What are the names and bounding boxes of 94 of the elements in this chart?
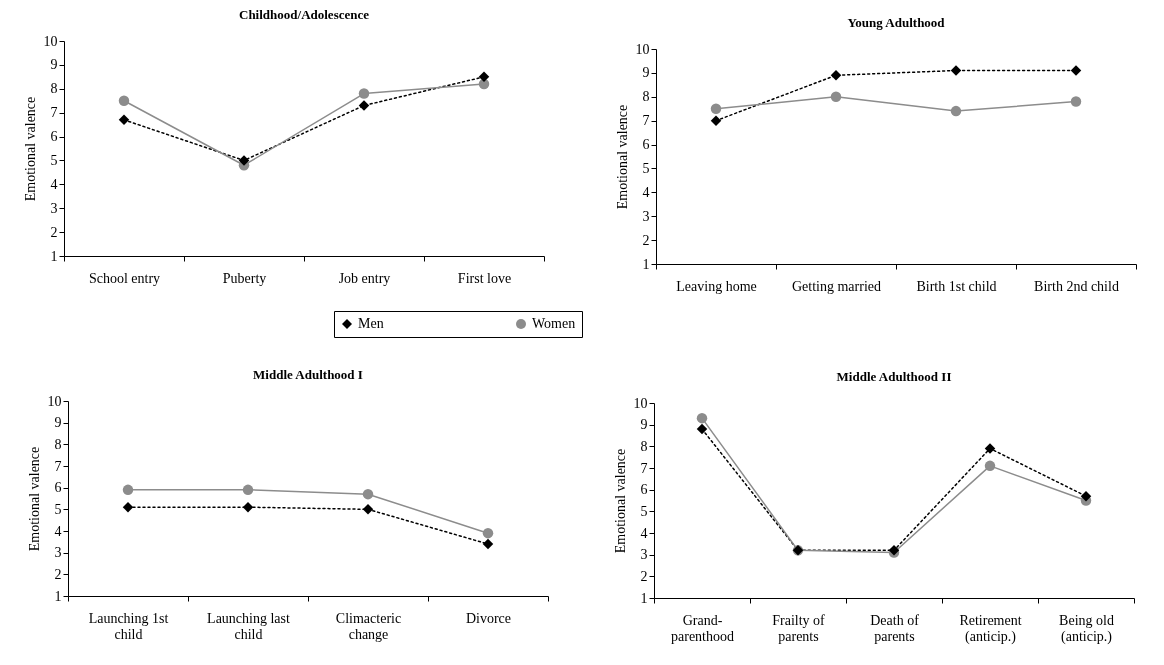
y-tick-label: 7 xyxy=(640,460,648,476)
x-tick-label: Launching 1st child xyxy=(88,610,169,642)
y-tick-label: 10 xyxy=(43,33,58,49)
y-tick-label: 8 xyxy=(50,81,58,97)
legend-label: Men xyxy=(358,316,384,331)
point xyxy=(118,95,130,106)
x-tick-label: Frailty of parents xyxy=(772,612,826,644)
y-tick-label: 4 xyxy=(640,525,648,541)
y-tick-label: 7 xyxy=(642,113,650,129)
legend-label: Women xyxy=(532,316,576,331)
y-axis-title: Emotional valence xyxy=(22,96,38,202)
x-tick-label: First love xyxy=(457,270,512,286)
y-tick-label: 5 xyxy=(54,501,62,517)
y-axis-title: Emotional valence xyxy=(26,446,42,552)
chart-title: Middle Adulthood II xyxy=(836,369,952,384)
point xyxy=(242,501,254,513)
point xyxy=(1070,65,1082,76)
x-tick-label: Climacteric change xyxy=(335,610,402,642)
x-tick-label: Launching last child xyxy=(207,610,291,642)
point xyxy=(696,412,708,424)
y-tick-label: 5 xyxy=(50,152,58,168)
y-tick-label: 6 xyxy=(54,480,62,496)
x-tick-label: Divorce xyxy=(465,610,512,626)
y-tick-label: 10 xyxy=(47,393,62,409)
y-tick-label: 2 xyxy=(50,224,58,240)
y-axis-title: Emotional valence xyxy=(612,448,628,554)
y-tick-label: 3 xyxy=(50,200,58,216)
y-tick-label: 5 xyxy=(642,160,650,176)
x-tick-label: Birth 2nd child xyxy=(1034,278,1119,294)
y-tick-label: 6 xyxy=(640,482,648,498)
y-tick-label: 1 xyxy=(640,590,648,606)
y-tick-label: 2 xyxy=(642,232,650,248)
y-tick-label: 10 xyxy=(635,41,650,57)
point xyxy=(830,70,842,81)
point xyxy=(984,443,996,454)
point xyxy=(950,105,962,117)
chart-title: Young Adulthood xyxy=(847,15,946,30)
y-tick-label: 2 xyxy=(54,566,62,582)
point xyxy=(358,88,370,99)
point xyxy=(362,504,374,515)
y-tick-label: 8 xyxy=(640,438,648,454)
point xyxy=(358,100,370,111)
x-tick-label: Grand-parenthood xyxy=(671,612,734,644)
y-tick-label: 3 xyxy=(640,547,648,563)
y-tick-label: 9 xyxy=(640,417,648,433)
point xyxy=(1070,96,1082,107)
x-tick-label: Leaving home xyxy=(676,278,757,294)
y-tick-label: 6 xyxy=(642,137,650,153)
y-tick-label: 4 xyxy=(54,523,62,539)
y-tick-label: 10 xyxy=(633,395,648,411)
y-tick-label: 7 xyxy=(54,458,62,474)
point xyxy=(118,114,130,126)
x-tick-label: Getting married xyxy=(791,278,882,294)
point xyxy=(122,501,134,513)
y-tick-label: 2 xyxy=(640,568,648,584)
x-tick-label: Retirement (anticip.) xyxy=(959,612,1022,645)
y-tick-label: 9 xyxy=(54,415,62,431)
point xyxy=(696,423,708,435)
point xyxy=(950,65,962,76)
point xyxy=(362,488,374,500)
x-tick-label: Birth 1st child xyxy=(916,278,997,294)
y-tick-label: 4 xyxy=(50,176,58,192)
x-tick-label: School entry xyxy=(88,270,161,286)
point xyxy=(984,460,996,472)
y-tick-label: 3 xyxy=(54,545,62,561)
y-tick-label: 1 xyxy=(50,248,58,264)
point xyxy=(710,103,722,114)
point xyxy=(242,484,254,496)
x-tick-label: Puberty xyxy=(222,270,267,286)
point xyxy=(1080,490,1092,502)
point xyxy=(122,484,134,496)
y-tick-label: 1 xyxy=(54,588,62,604)
point xyxy=(482,527,494,539)
point xyxy=(710,115,722,126)
y-tick-label: 9 xyxy=(50,57,58,73)
point xyxy=(238,155,250,166)
x-tick-label: Job entry xyxy=(338,270,391,286)
y-tick-label: 1 xyxy=(642,256,650,272)
y-tick-label: 9 xyxy=(642,65,650,81)
x-tick-label: Death of parents xyxy=(870,612,920,644)
point xyxy=(478,71,490,83)
y-tick-label: 4 xyxy=(642,184,650,200)
x-tick-label: Being old (anticip.) xyxy=(1059,612,1114,645)
y-tick-label: 3 xyxy=(642,208,650,224)
point xyxy=(482,538,494,550)
y-tick-label: 8 xyxy=(54,436,62,452)
y-tick-label: 6 xyxy=(50,129,58,145)
y-tick-label: 8 xyxy=(642,89,650,105)
y-tick-label: 7 xyxy=(50,105,58,121)
chart-title: Childhood/Adolescence xyxy=(238,7,370,22)
y-tick-label: 5 xyxy=(640,503,648,519)
y-axis-title: Emotional valence xyxy=(614,104,630,210)
chart-title: Middle Adulthood I xyxy=(253,367,363,382)
point xyxy=(830,91,842,103)
